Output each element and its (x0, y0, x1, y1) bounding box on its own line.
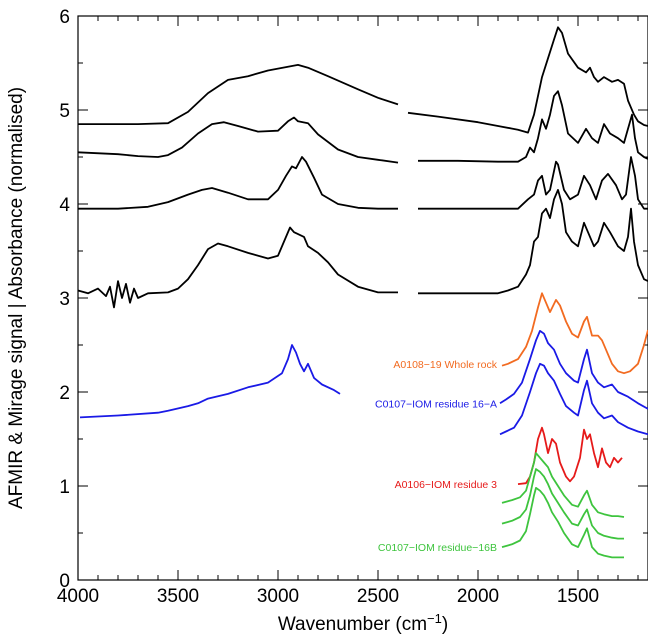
series-label: C0107−IOM residue−16B (378, 542, 497, 554)
y-tick-label: 4 (59, 195, 70, 216)
absorbance-spectrum-line (418, 156, 648, 210)
y-axis-ticks: 0 1 2 3 4 5 6 (59, 7, 648, 592)
absorbance-spectrum-line (77, 226, 398, 309)
absorbance-spectrum-line (407, 26, 648, 134)
y-tick-label: 5 (59, 101, 70, 122)
y-axis-title: AFMIR & Mirage signal | Absorbance (norm… (6, 87, 27, 509)
afmir-spectrum-line (501, 292, 648, 375)
spectra-lines (77, 26, 648, 559)
x-tick-label: 3500 (157, 586, 199, 607)
x-axis-title-end: ) (442, 614, 448, 635)
afmir-spectrum-line (501, 468, 624, 540)
y-tick-label: 3 (59, 289, 70, 310)
afmir-spectrum-line (499, 362, 648, 436)
y-tick-label: 0 (59, 571, 70, 592)
y-tick-label: 1 (59, 477, 70, 498)
x-tick-label: 1500 (557, 586, 599, 607)
afmir-spectrum-line (501, 452, 625, 518)
x-tick-label: 2500 (357, 586, 399, 607)
afmir-spectrum-line (517, 426, 623, 485)
y-tick-label: 2 (59, 383, 70, 404)
x-tick-label: 2000 (457, 586, 499, 607)
x-axis-title: Wavenumber (cm−1) (278, 611, 448, 635)
x-axis-title-main: Wavenumber (cm (278, 614, 427, 635)
absorbance-spectrum-line (78, 64, 399, 125)
absorbance-spectrum-line (418, 90, 648, 163)
afmir-spectrum-line (79, 344, 341, 419)
absorbance-spectrum-line (418, 188, 648, 295)
absorbance-spectrum-line (77, 116, 399, 164)
x-axis-ticks: 4000 3500 3000 2500 2000 1500 (57, 16, 639, 607)
plot-frame (77, 15, 648, 581)
series-label: C0107−IOM residue 16−A (375, 398, 497, 410)
x-tick-label: 3000 (257, 586, 299, 607)
x-axis-title-sup: −1 (427, 611, 442, 626)
series-labels: A0108−19 Whole rock C0107−IOM residue 16−… (375, 359, 498, 554)
absorbance-spectrum-line (78, 156, 398, 210)
afmir-spectrum-line (499, 329, 648, 410)
series-label: A0108−19 Whole rock (393, 359, 497, 371)
afmir-spectrum-line (501, 486, 624, 559)
series-label: A0106−IOM residue 3 (395, 479, 498, 491)
x-tick-label: 4000 (57, 586, 99, 607)
y-tick-label: 6 (59, 7, 70, 28)
